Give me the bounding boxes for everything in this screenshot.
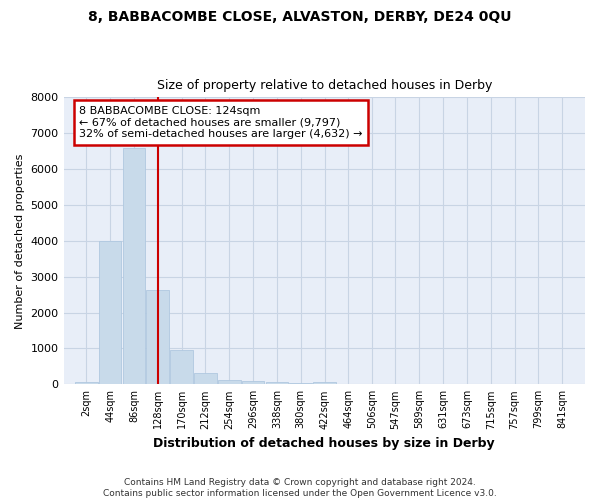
Title: Size of property relative to detached houses in Derby: Size of property relative to detached ho…	[157, 79, 492, 92]
Bar	[122, 148, 145, 384]
Bar	[218, 380, 241, 384]
Text: Contains HM Land Registry data © Crown copyright and database right 2024.
Contai: Contains HM Land Registry data © Crown c…	[103, 478, 497, 498]
Bar	[99, 241, 121, 384]
Bar	[170, 350, 193, 384]
Bar	[146, 290, 169, 384]
Text: 8, BABBACOMBE CLOSE, ALVASTON, DERBY, DE24 0QU: 8, BABBACOMBE CLOSE, ALVASTON, DERBY, DE…	[88, 10, 512, 24]
Bar	[194, 373, 217, 384]
Bar	[289, 382, 312, 384]
Bar	[75, 382, 98, 384]
Bar	[313, 382, 336, 384]
Bar	[266, 382, 288, 384]
X-axis label: Distribution of detached houses by size in Derby: Distribution of detached houses by size …	[154, 437, 495, 450]
Text: 8 BABBACOMBE CLOSE: 124sqm
← 67% of detached houses are smaller (9,797)
32% of s: 8 BABBACOMBE CLOSE: 124sqm ← 67% of deta…	[79, 106, 362, 139]
Bar	[242, 382, 265, 384]
Y-axis label: Number of detached properties: Number of detached properties	[15, 153, 25, 328]
